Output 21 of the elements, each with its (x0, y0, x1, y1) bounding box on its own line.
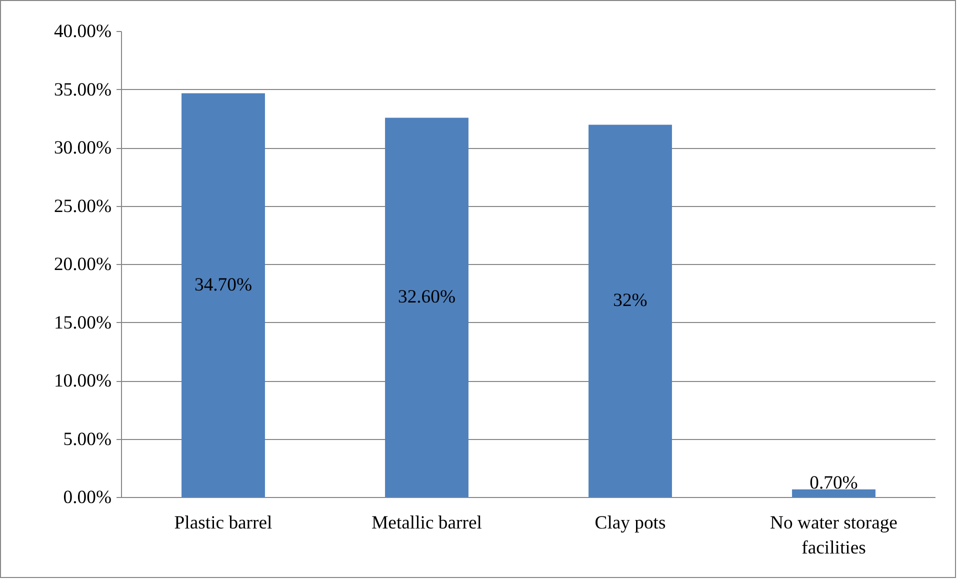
y-tick-label: 30.00% (54, 138, 112, 158)
x-tick-label: Clay pots (594, 512, 666, 534)
y-tick-label: 40.00% (54, 21, 112, 42)
data-label: 34.70% (194, 274, 252, 296)
y-tick-label: 5.00% (63, 428, 112, 450)
x-tick-label: Plastic barrel (174, 512, 272, 534)
bar (182, 93, 265, 498)
y-tick-label: 35.00% (54, 79, 112, 100)
y-tick-label: 10.00% (54, 370, 112, 392)
bar (792, 489, 876, 498)
x-tick-label: No water storage facilities (770, 512, 898, 559)
y-tick-label: 15.00% (54, 312, 112, 334)
x-tick-label: Metallic barrel (372, 512, 482, 534)
y-tick-label: 25.00% (54, 196, 112, 217)
y-tick-label: 0.00% (63, 487, 112, 508)
y-tick-label: 20.00% (54, 254, 112, 275)
data-label: 32.60% (398, 286, 456, 308)
bar (385, 118, 468, 498)
data-label: 0.70% (810, 472, 858, 494)
bar (588, 124, 672, 498)
data-label: 32% (613, 290, 648, 312)
